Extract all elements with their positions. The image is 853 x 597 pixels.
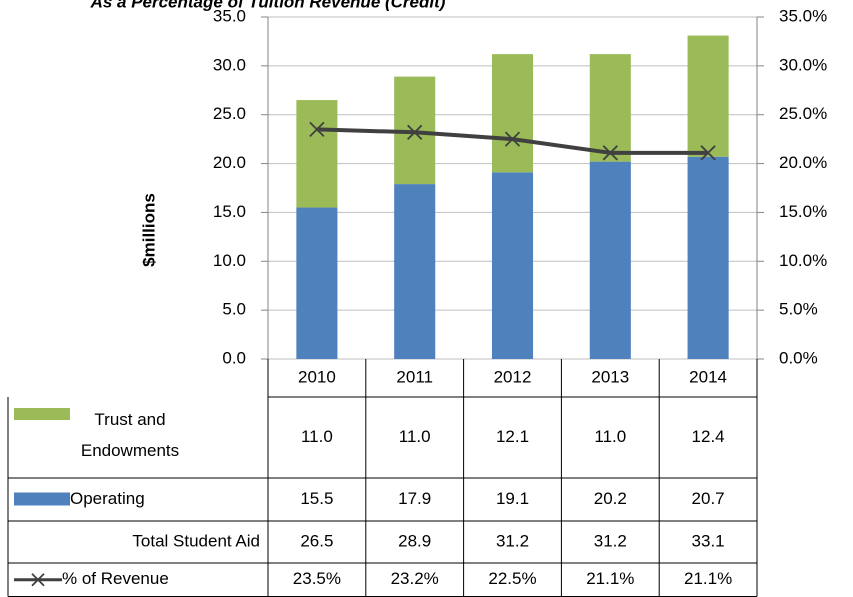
y-tick-label: 5.0 [222, 300, 246, 319]
bar [394, 184, 436, 359]
legend-label: Trust and Endowments [81, 410, 179, 460]
x-tick-label: 2010 [298, 367, 336, 386]
legend-key [14, 408, 70, 420]
table-value: 19.1 [496, 489, 529, 508]
y-tick-label: 10.0 [213, 251, 246, 270]
marker [504, 131, 521, 147]
table-value: 21.1% [684, 569, 732, 588]
y2-tick-label: 35.0% [779, 6, 827, 25]
x-tick-label: 2012 [494, 367, 532, 386]
table-value: 23.5% [293, 569, 341, 588]
legend-key [14, 492, 70, 506]
marker [407, 124, 423, 140]
table-value: 28.9 [398, 531, 431, 550]
y-tick-label: 20.0 [213, 153, 246, 172]
x-tick-label: 2013 [591, 367, 629, 386]
table-value: 21.1% [586, 569, 634, 588]
y2-tick-label: 30.0% [779, 55, 827, 74]
marker [602, 145, 618, 161]
y2-tick-label: 15.0% [779, 202, 827, 221]
row-label: Total Student Aid [132, 531, 260, 550]
y-tick-label: 25.0 [213, 104, 246, 123]
x-tick-label: 2014 [689, 367, 727, 386]
table-value: 20.2 [594, 489, 627, 508]
table-value: 23.2% [391, 569, 439, 588]
table-value: 31.2 [594, 531, 627, 550]
marker [309, 121, 325, 138]
bar [491, 172, 534, 359]
y2-tick-label: 5.0% [779, 300, 818, 319]
table-value: 11.0 [301, 427, 333, 446]
y2-tick-label: 20.0% [779, 153, 827, 172]
bar [296, 207, 338, 359]
bar [491, 54, 534, 173]
table-value: 11.0 [594, 427, 626, 446]
legend-marker [31, 573, 45, 587]
bar [589, 161, 631, 359]
table-value: 31.2 [496, 531, 529, 550]
bar [589, 54, 631, 162]
table-value: 26.5 [300, 531, 333, 550]
table-value: 15.5 [300, 489, 333, 508]
bar [687, 35, 729, 157]
y-tick-label: 35.0 [213, 6, 246, 25]
y2-tick-label: 10.0% [779, 251, 827, 270]
y2-tick-label: 25.0% [779, 104, 827, 123]
table-value: 33.1 [692, 531, 725, 550]
table-value: 12.1 [496, 427, 529, 446]
y-tick-label: 30.0 [213, 55, 246, 74]
table-value: 12.4 [692, 427, 725, 446]
table-value: 17.9 [398, 489, 431, 508]
bar [296, 100, 338, 208]
y-axis-label: $millions [139, 193, 158, 267]
y-tick-label: 0.0 [222, 348, 246, 367]
y2-tick-label: 0.0% [779, 348, 818, 367]
legend-label: % of Revenue [62, 569, 169, 588]
table-value: 22.5% [488, 569, 536, 588]
x-tick-label: 2011 [396, 367, 433, 386]
table-value: 20.7 [692, 489, 725, 508]
table-value: 11.0 [399, 427, 431, 446]
bar [687, 156, 729, 359]
y-tick-label: 15.0 [213, 202, 246, 221]
legend-label: Operating [70, 489, 145, 508]
chart-title: As a Percentage of Tuition Revenue (Cred… [90, 0, 446, 11]
marker [700, 145, 716, 161]
